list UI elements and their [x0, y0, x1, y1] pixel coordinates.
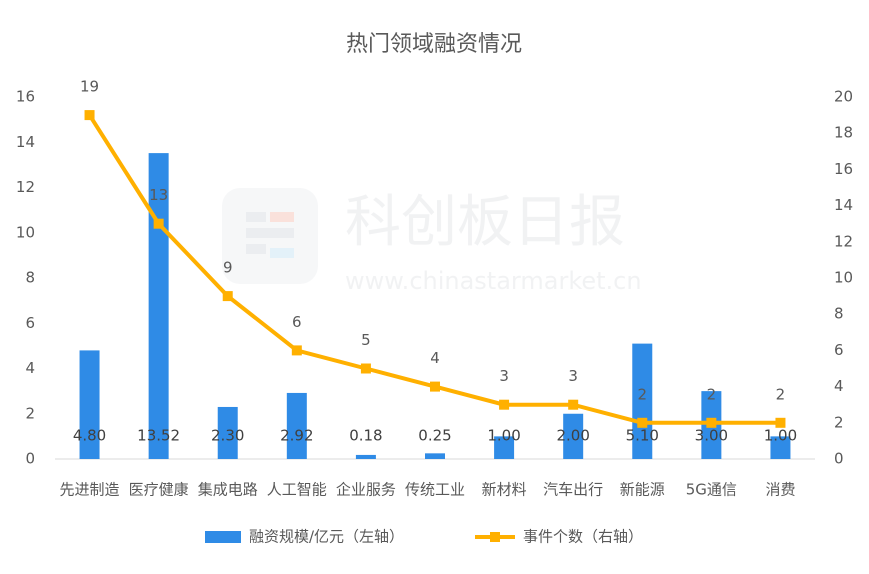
data-label: 19	[80, 78, 99, 96]
line-marker	[360, 363, 371, 374]
y-tick-label: 16	[16, 88, 35, 106]
y2-tick-label: 14	[834, 196, 853, 214]
watermark-text: 科创板日报	[345, 190, 625, 255]
y2-tick-label: 2	[834, 413, 844, 431]
y-tick-label: 8	[25, 269, 35, 287]
line-marker	[637, 417, 648, 428]
y2-tick-label: 10	[834, 269, 853, 287]
watermark-icon	[246, 228, 294, 238]
watermark: 科创板日报 www.chinastarmarket.cn	[222, 188, 642, 295]
x-tick-label: 医疗健康	[129, 481, 189, 499]
legend-label: 融资规模/亿元（左轴）	[249, 528, 404, 546]
x-tick-label: 新材料	[482, 481, 527, 499]
y2-tick-label: 16	[834, 160, 853, 178]
data-label: 1.00	[487, 427, 520, 445]
data-label: 2	[707, 385, 717, 403]
bar	[494, 436, 515, 459]
line-marker	[706, 417, 717, 428]
watermark-icon	[246, 244, 266, 254]
y-tick-label: 6	[25, 314, 35, 332]
x-tick-label: 汽车出行	[543, 481, 603, 499]
x-tick-label: 5G通信	[686, 481, 737, 499]
data-label: 6	[292, 313, 302, 331]
data-label: 13.52	[137, 427, 180, 445]
data-label: 3	[499, 367, 509, 385]
data-label: 5.10	[626, 427, 659, 445]
y-tick-label: 0	[25, 450, 35, 468]
y-tick-label: 14	[16, 133, 35, 151]
data-label: 9	[223, 259, 233, 277]
data-label: 0.18	[349, 427, 382, 445]
y-tick-label: 4	[25, 359, 35, 377]
bar	[355, 454, 376, 459]
line-marker	[291, 345, 302, 356]
line-marker	[568, 399, 579, 410]
data-label: 0.25	[418, 427, 451, 445]
watermark-icon	[270, 248, 294, 258]
line-marker	[775, 417, 786, 428]
x-tick-label: 新能源	[620, 481, 665, 499]
bar	[79, 350, 100, 459]
y-tick-label: 10	[16, 223, 35, 241]
x-tick-label: 先进制造	[60, 481, 120, 499]
bar	[632, 343, 653, 459]
bar	[770, 436, 791, 459]
bar	[425, 453, 445, 459]
line-marker	[153, 218, 164, 229]
x-tick-label: 传统工业	[405, 481, 465, 499]
y-tick-label: 12	[16, 178, 35, 196]
data-label: 2.30	[211, 427, 244, 445]
y2-tick-label: 20	[834, 88, 853, 106]
y2-tick-label: 18	[834, 124, 853, 142]
data-label: 2.92	[280, 427, 313, 445]
watermark-icon	[246, 212, 266, 222]
y2-tick-label: 0	[834, 450, 844, 468]
line-marker	[84, 110, 95, 121]
y-tick-label: 2	[25, 404, 35, 422]
y2-tick-label: 8	[834, 305, 844, 323]
bar	[286, 392, 307, 459]
bar	[563, 413, 584, 459]
y2-tick-label: 4	[834, 377, 844, 395]
data-label: 13	[149, 186, 168, 204]
x-tick-label: 企业服务	[336, 481, 396, 499]
y2-tick-label: 12	[834, 232, 853, 250]
data-label: 4.80	[73, 427, 106, 445]
legend-swatch	[490, 532, 500, 542]
y2-tick-label: 6	[834, 341, 844, 359]
legend-label: 事件个数（右轴）	[523, 528, 643, 546]
data-label: 2	[776, 385, 786, 403]
legend-swatch	[205, 531, 241, 543]
x-tick-label: 消费	[765, 481, 795, 499]
x-tick-label: 集成电路	[198, 481, 258, 499]
watermark-url: www.chinastarmarket.cn	[345, 267, 642, 295]
chart-title: 热门领域融资情况	[346, 32, 522, 57]
data-label: 1.00	[764, 427, 797, 445]
line-marker	[222, 291, 233, 302]
line-marker	[499, 399, 510, 410]
x-tick-label: 人工智能	[267, 481, 327, 499]
bar	[217, 406, 238, 459]
line-marker	[430, 381, 440, 392]
data-label: 5	[361, 331, 371, 349]
data-label: 3.00	[695, 427, 728, 445]
data-label: 2.00	[556, 427, 589, 445]
data-label: 2	[637, 385, 647, 403]
data-label: 4	[430, 349, 440, 367]
watermark-icon	[270, 212, 294, 222]
data-label: 3	[568, 367, 578, 385]
